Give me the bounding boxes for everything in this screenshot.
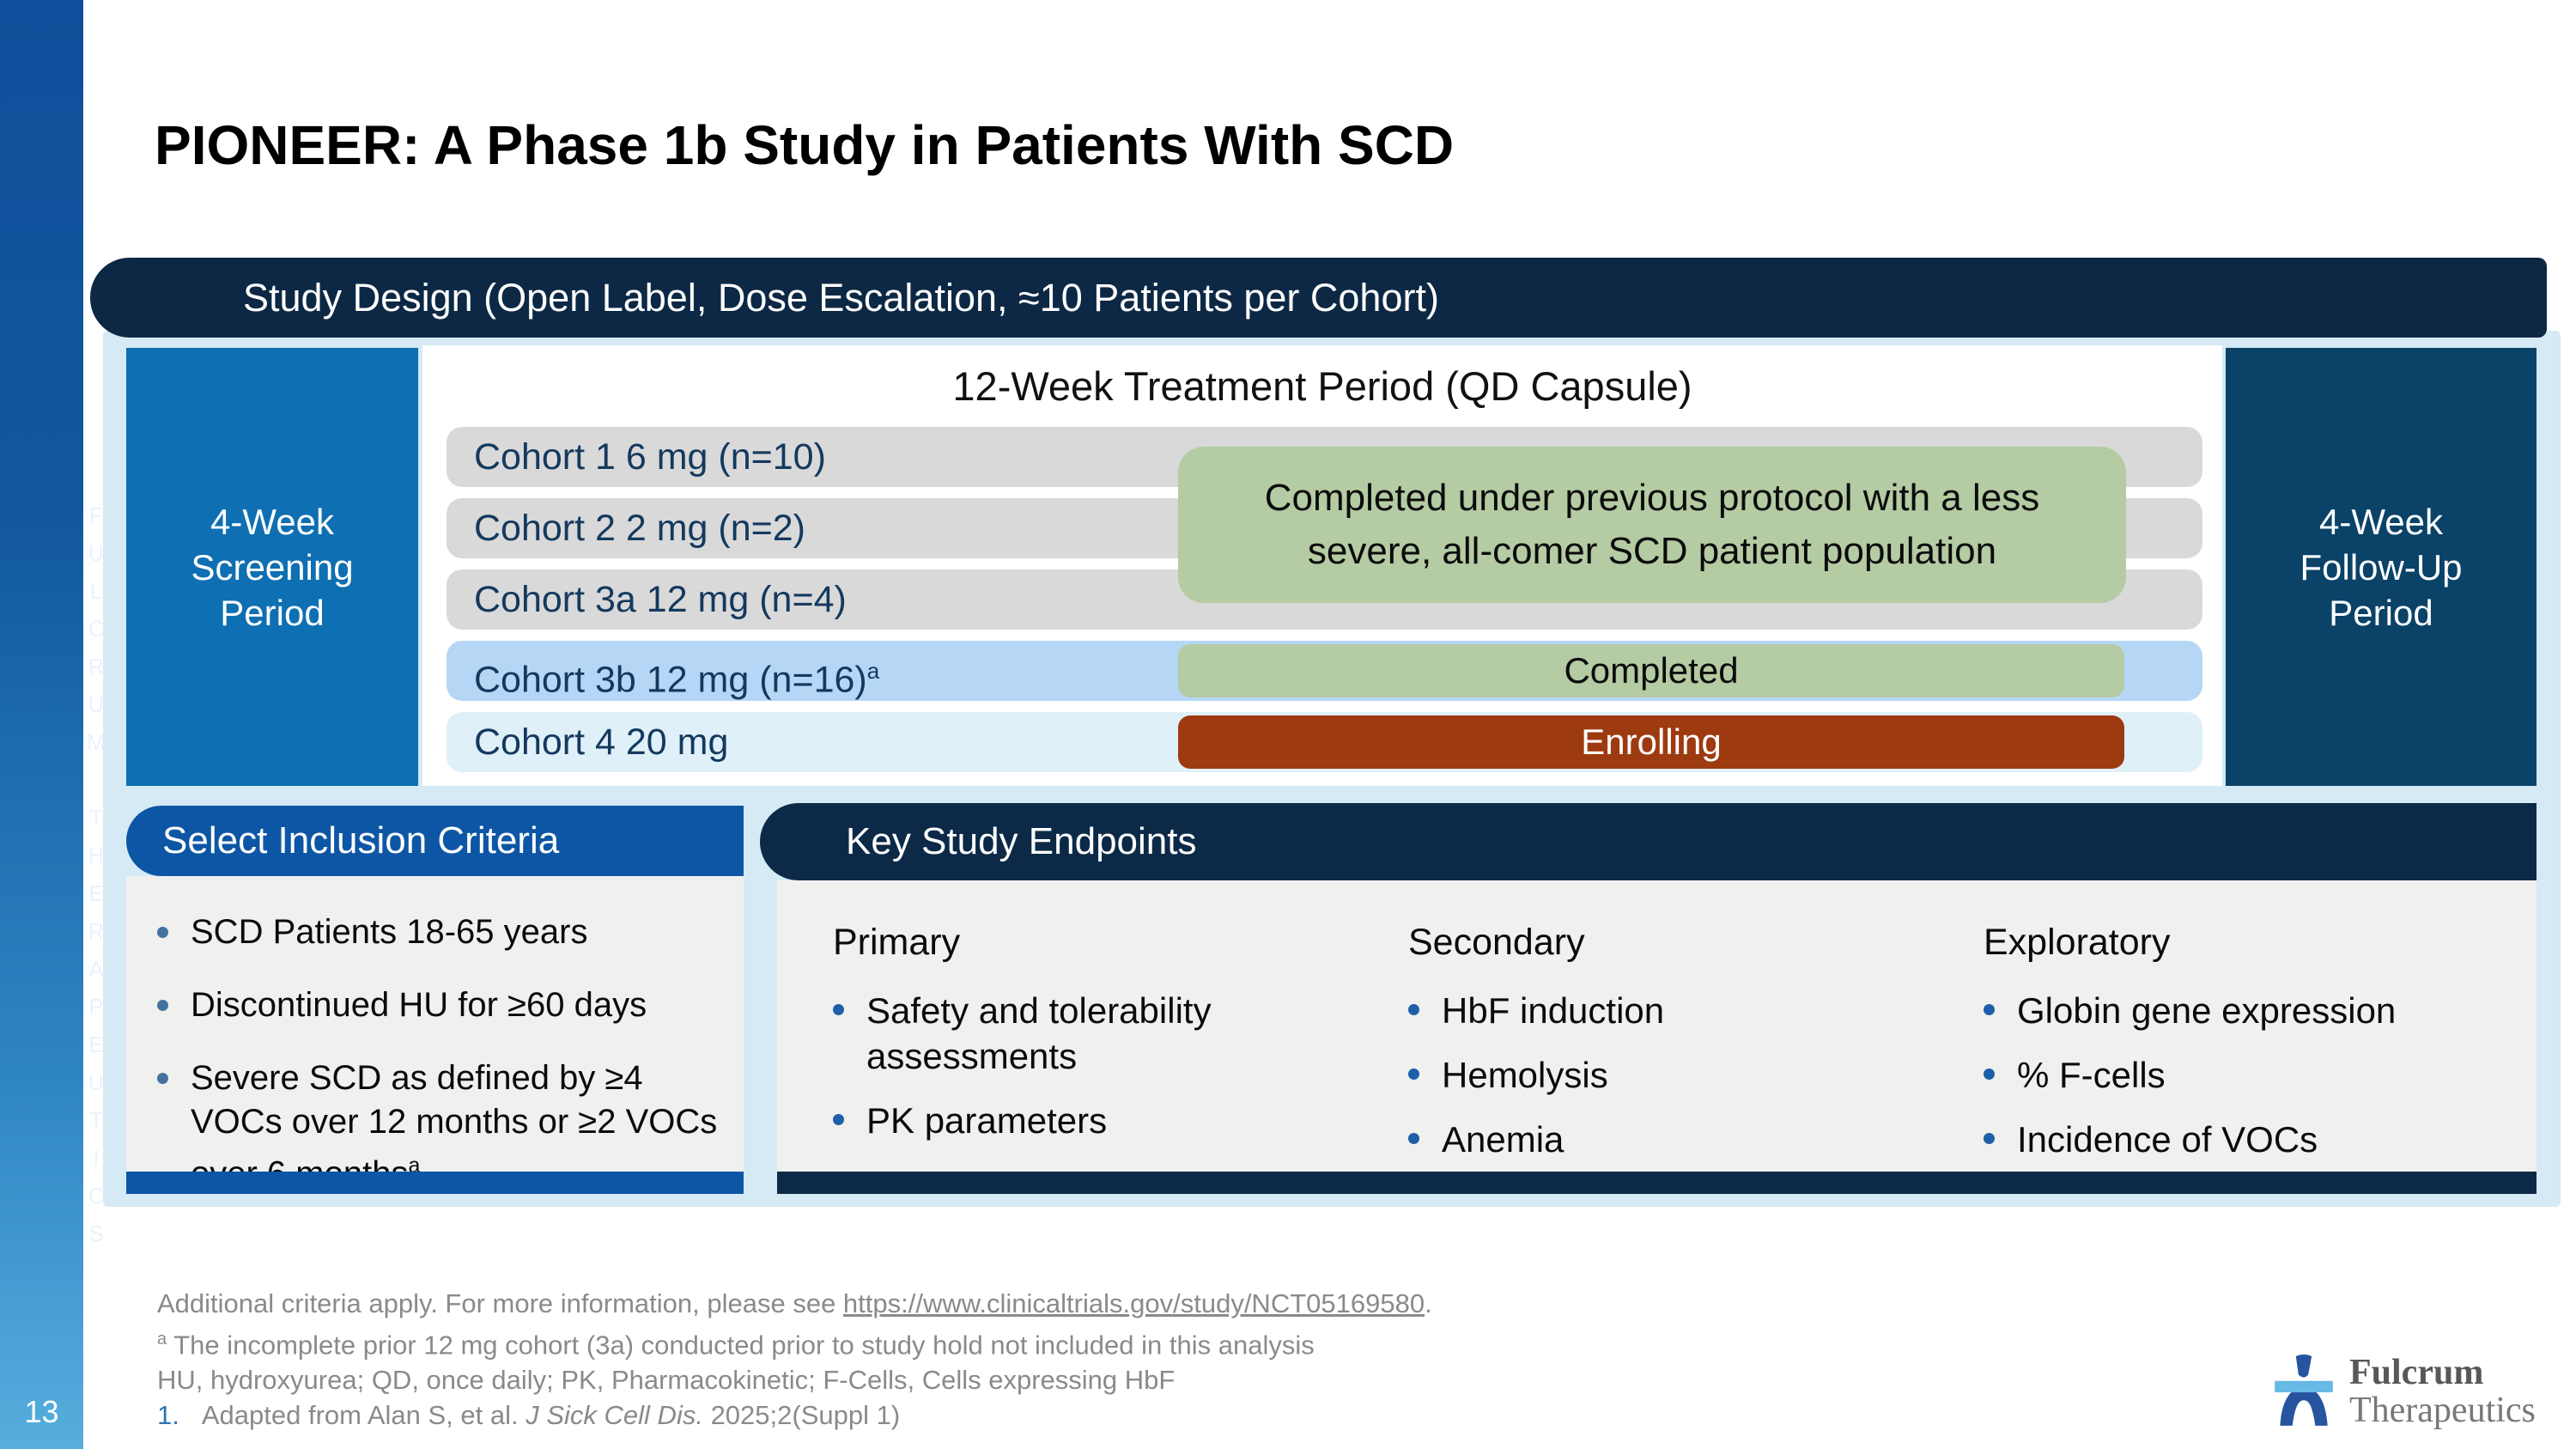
- inclusion-bullet-text: Discontinued HU for ≥60 days: [191, 986, 647, 1024]
- footnote-text: Additional criteria apply. For more info…: [157, 1288, 843, 1318]
- previous-protocol-note: Completed under previous protocol with a…: [1178, 447, 2126, 603]
- footnote-text: 2025;2(Suppl 1): [702, 1400, 901, 1431]
- footnote-text: Adapted from Alan S, et al.: [201, 1400, 526, 1431]
- logo-subname: Therapeutics: [2349, 1391, 2536, 1430]
- screening-period-label: 4-Week Screening Period: [191, 501, 354, 633]
- completed-status-bar: Completed: [1178, 644, 2124, 697]
- logo-name: Fulcrum: [2349, 1353, 2484, 1392]
- sidebar-brand-text: FULCRUM THERAPEUTICS: [83, 502, 109, 1258]
- inclusion-bullet-1: SCD Patients 18-65 years: [157, 910, 723, 954]
- bullet-icon: [833, 1004, 844, 1015]
- bullet-icon: [833, 1114, 844, 1125]
- endpoints-bottom-strip: [777, 1172, 2537, 1194]
- endpoint-bullet: Anemia: [1408, 1117, 1941, 1162]
- endpoint-text: Globin gene expression: [2017, 990, 2397, 1031]
- sidebar: FULCRUM THERAPEUTICS 13: [0, 0, 109, 1449]
- note-line-1: Completed under previous protocol with a…: [1264, 477, 2040, 519]
- fulcrum-logo: Fulcrum Therapeutics: [2274, 1354, 2536, 1429]
- column-heading: Secondary: [1408, 922, 1585, 963]
- footnote-line-1: Additional criteria apply. For more info…: [157, 1287, 1432, 1321]
- inclusion-bottom-strip: [126, 1172, 744, 1194]
- column-heading: Primary: [833, 922, 961, 963]
- cohort-label: Cohort 1 6 mg (n=10): [474, 436, 826, 478]
- cohort-label: Cohort 4 20 mg: [474, 721, 729, 763]
- fulcrum-logo-icon: [2275, 1355, 2333, 1426]
- inclusion-criteria-header: Select Inclusion Criteria: [126, 806, 744, 876]
- cohort-label: Cohort 3a 12 mg (n=4): [474, 579, 847, 620]
- endpoint-bullet: % F-cells: [1984, 1052, 2524, 1098]
- endpoints-column-primary: Primary Safety and tolerability assessme…: [833, 922, 1374, 1162]
- endpoint-text: Anemia: [1442, 1119, 1564, 1160]
- endpoint-text: HbF induction: [1442, 990, 1665, 1031]
- footnotes: Additional criteria apply. For more info…: [157, 1287, 1432, 1434]
- endpoint-text: Incidence of VOCs: [2017, 1119, 2318, 1160]
- bullet-icon: [157, 927, 168, 938]
- inclusion-bullet-text: SCD Patients 18-65 years: [191, 913, 588, 951]
- journal-name: J Sick Cell Dis.: [526, 1400, 703, 1431]
- endpoint-text: PK parameters: [866, 1100, 1108, 1141]
- footnote-line-3: HU, hydroxyurea; QD, once daily; PK, Pha…: [157, 1365, 1176, 1396]
- note-line-2: severe, all-comer SCD patient population: [1307, 530, 1997, 572]
- enrolling-status-bar: Enrolling: [1178, 715, 2124, 769]
- endpoints-body: Primary Safety and tolerability assessme…: [777, 880, 2537, 1172]
- endpoint-text: Hemolysis: [1442, 1055, 1608, 1095]
- endpoints-column-secondary: Secondary HbF induction Hemolysis Anemia: [1408, 922, 1941, 1181]
- endpoint-bullet: PK parameters: [833, 1098, 1374, 1143]
- inclusion-bullet-3: Severe SCD as defined by ≥4 VOCs over 12…: [157, 1056, 723, 1196]
- endpoint-bullet: HbF induction: [1408, 988, 1941, 1033]
- page-number: 13: [24, 1394, 59, 1429]
- bullet-icon: [157, 1073, 168, 1084]
- clinicaltrials-link[interactable]: https://www.clinicaltrials.gov/study/NCT…: [842, 1288, 1425, 1318]
- column-heading: Exploratory: [1984, 922, 2171, 963]
- bullet-icon: [1408, 1068, 1419, 1080]
- endpoint-bullet: Hemolysis: [1408, 1052, 1941, 1098]
- endpoint-bullet: Globin gene expression: [1984, 988, 2524, 1033]
- bullet-icon: [157, 1000, 168, 1011]
- footnote-line-4: 1. Adapted from Alan S, et al. J Sick Cel…: [157, 1398, 1432, 1433]
- cohort-footnote-marker: a: [866, 658, 880, 684]
- footnote-text: The incomplete prior 12 mg cohort (3a) c…: [167, 1330, 1315, 1361]
- cohort-label: Cohort 2 2 mg (n=2): [474, 508, 805, 549]
- bullet-icon: [1984, 1133, 1995, 1144]
- reference-number: 1.: [157, 1400, 179, 1431]
- study-design-header: Study Design (Open Label, Dose Escalatio…: [90, 258, 2547, 338]
- endpoints-column-exploratory: Exploratory Globin gene expression % F-c…: [1984, 922, 2524, 1181]
- followup-period-box: 4-Week Follow-Up Period: [2226, 348, 2537, 786]
- bullet-icon: [1984, 1068, 1995, 1080]
- cohort-label: Cohort 3b 12 mg (n=16): [474, 659, 867, 701]
- page-title: PIONEER: A Phase 1b Study in Patients Wi…: [155, 114, 1455, 176]
- bullet-icon: [1984, 1004, 1995, 1015]
- inclusion-bullet-text: Severe SCD as defined by ≥4 VOCs over 12…: [191, 1059, 718, 1192]
- endpoint-text: % F-cells: [2017, 1055, 2166, 1095]
- footnote-marker: a: [157, 1330, 167, 1349]
- treatment-period-heading: 12-Week Treatment Period (QD Capsule): [952, 363, 1692, 409]
- footnote-line-2: a The incomplete prior 12 mg cohort (3a)…: [157, 1322, 1432, 1362]
- bullet-icon: [1408, 1004, 1419, 1015]
- endpoints-header: Key Study Endpoints: [760, 803, 2537, 880]
- footnote-text: .: [1425, 1288, 1432, 1318]
- bullet-icon: [1408, 1133, 1419, 1144]
- fulcrum-logo-text: Fulcrum Therapeutics: [2349, 1354, 2536, 1429]
- followup-period-label: 4-Week Follow-Up Period: [2300, 501, 2463, 633]
- endpoint-bullet: Incidence of VOCs: [1984, 1117, 2524, 1162]
- inclusion-bullet-2: Discontinued HU for ≥60 days: [157, 983, 723, 1027]
- endpoint-text: Safety and tolerability assessments: [866, 990, 1212, 1076]
- screening-period-box: 4-Week Screening Period: [126, 348, 418, 786]
- inclusion-criteria-body: SCD Patients 18-65 years Discontinued HU…: [126, 876, 744, 1192]
- endpoint-bullet: Safety and tolerability assessments: [833, 988, 1374, 1079]
